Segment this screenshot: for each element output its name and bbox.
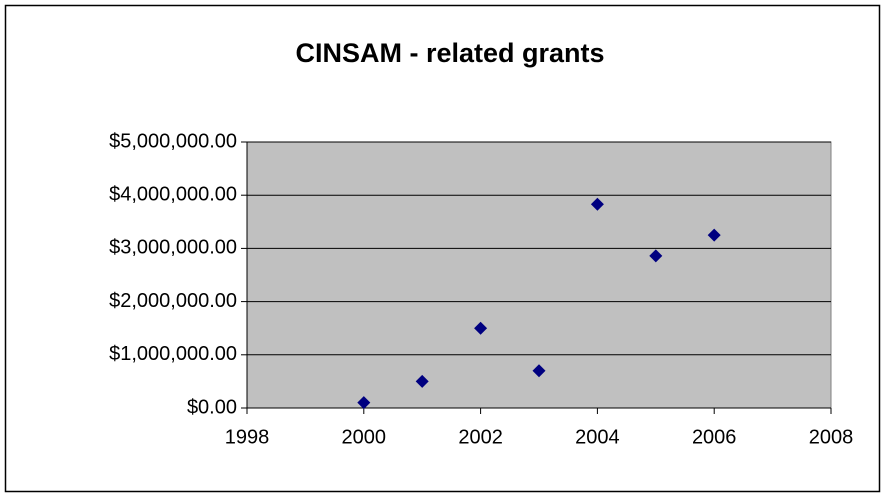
y-tick-label: $1,000,000.00 [109,343,237,365]
x-tick-label: 2002 [458,426,503,448]
y-tick-label: $2,000,000.00 [109,290,237,312]
point [590,197,604,211]
point [649,249,663,263]
point [474,321,488,335]
x-tick-label: 2000 [342,426,387,448]
x-tick-label: 2004 [575,426,620,448]
chart-title: CINSAM - related grants [295,38,604,68]
x-tick-label: 2006 [692,426,737,448]
x-tick-label: 1998 [225,426,270,448]
plot-area [246,141,832,409]
y-tick-label: $0.00 [187,396,237,418]
point [415,374,429,388]
point [707,228,721,242]
point [532,364,546,378]
y-tick-label: $4,000,000.00 [109,183,237,205]
y-tick-label: $5,000,000.00 [109,130,237,152]
x-tick-label: 2008 [809,426,854,448]
y-tick-label: $3,000,000.00 [109,237,237,259]
point [357,396,371,410]
